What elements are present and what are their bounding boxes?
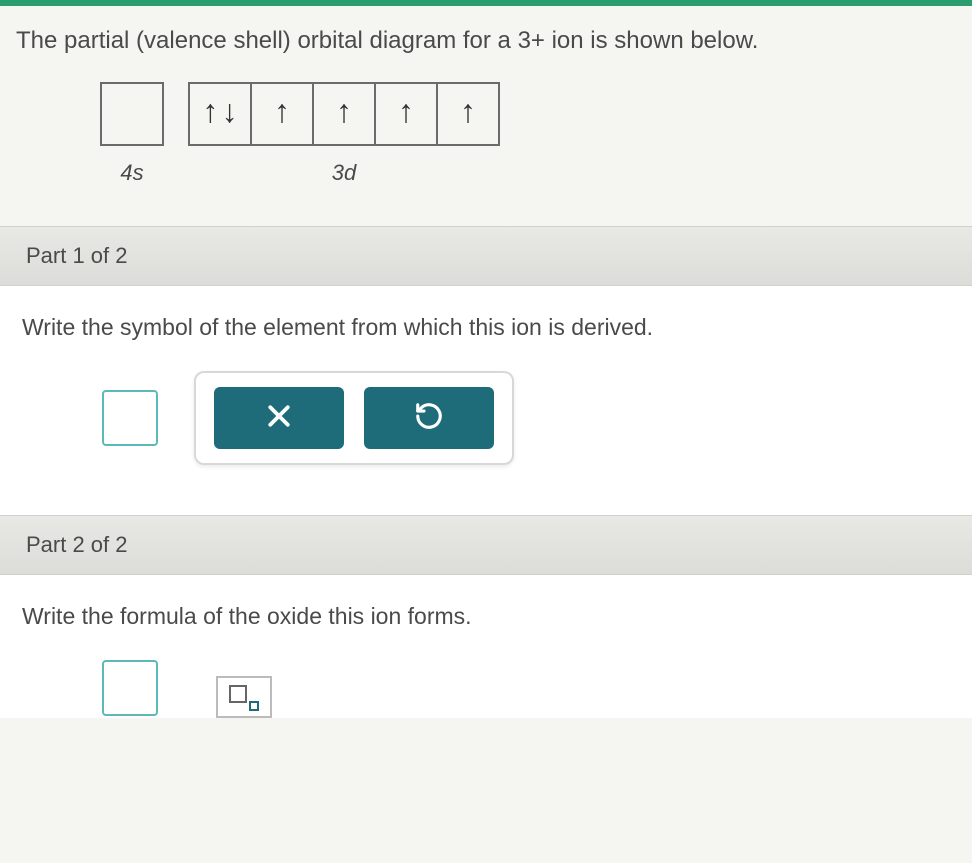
part1-header: Part 1 of 2: [0, 226, 972, 286]
orbital-box: [100, 82, 164, 146]
subscript-icon: [229, 685, 259, 709]
clear-button[interactable]: [214, 387, 344, 449]
orbital-box: ↑: [374, 82, 438, 146]
undo-icon: [414, 401, 444, 434]
part1-prompt: Write the symbol of the element from whi…: [22, 314, 950, 341]
part1-content: Write the symbol of the element from whi…: [0, 286, 972, 515]
orbital-box: ↑: [250, 82, 314, 146]
orbital-box: ↑: [312, 82, 376, 146]
x-icon: [264, 401, 294, 434]
part2-answer-row: [22, 660, 950, 718]
part2-header: Part 2 of 2: [0, 515, 972, 575]
part2-button-panel: [194, 660, 294, 718]
orbital-box: ↑↓: [188, 82, 252, 146]
orbital-row: 4s ↑↓ ↑ ↑ ↑ ↑ 3d: [100, 82, 972, 186]
orbital-diagram: 4s ↑↓ ↑ ↑ ↑ ↑ 3d: [0, 82, 972, 226]
part1-button-panel: [194, 371, 514, 465]
part2-content: Write the formula of the oxide this ion …: [0, 575, 972, 718]
orbital-boxes-4s: [100, 82, 164, 146]
orbital-boxes-3d: ↑↓ ↑ ↑ ↑ ↑: [188, 82, 500, 146]
reset-button[interactable]: [364, 387, 494, 449]
orbital-label-3d: 3d: [332, 160, 356, 186]
part1-answer-input[interactable]: [102, 390, 158, 446]
part2-prompt: Write the formula of the oxide this ion …: [22, 603, 950, 630]
orbital-group-4s: 4s: [100, 82, 164, 186]
orbital-label-4s: 4s: [120, 160, 143, 186]
part2-answer-input[interactable]: [102, 660, 158, 716]
question-text: The partial (valence shell) orbital diag…: [0, 6, 972, 82]
orbital-box: ↑: [436, 82, 500, 146]
part1-answer-row: [22, 371, 950, 465]
orbital-group-3d: ↑↓ ↑ ↑ ↑ ↑ 3d: [188, 82, 500, 186]
subscript-button[interactable]: [216, 676, 272, 718]
